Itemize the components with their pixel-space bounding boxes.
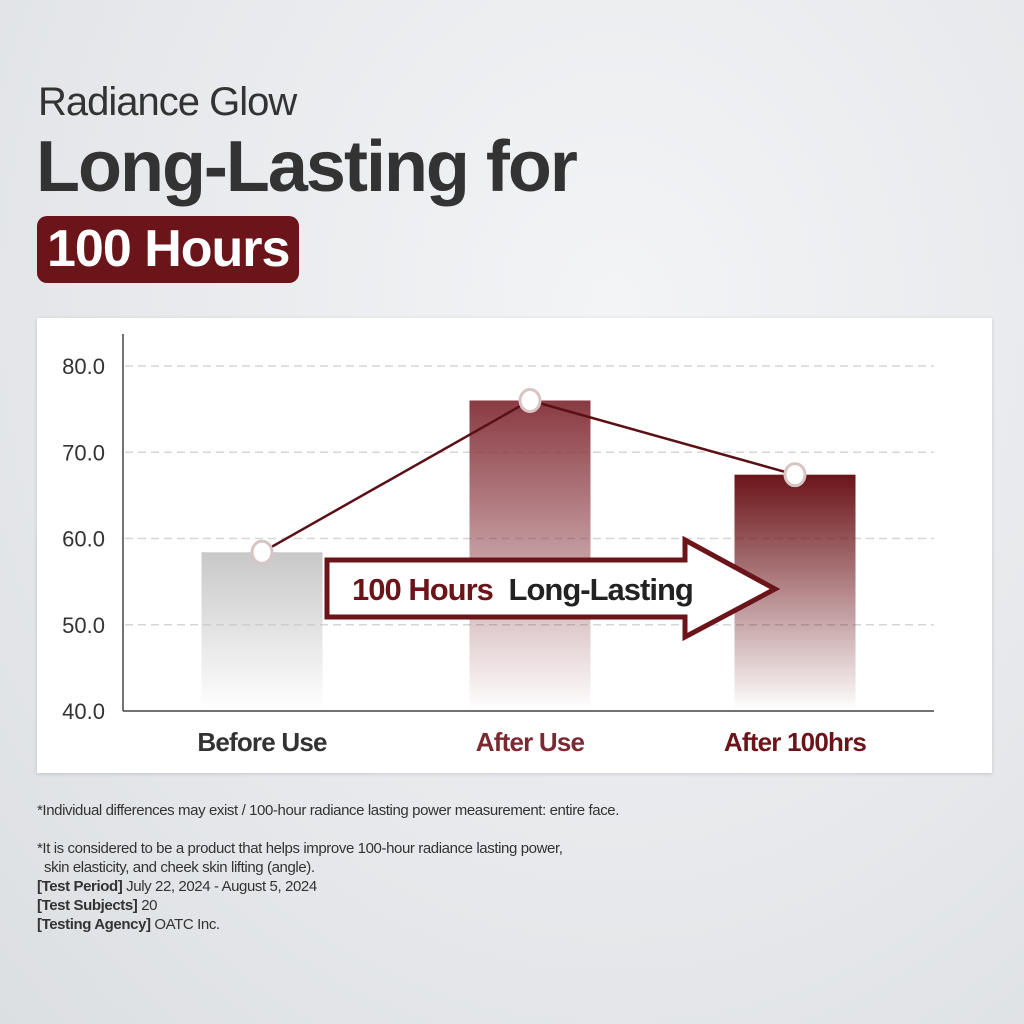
subtitle: Radiance Glow [38, 80, 297, 124]
test-period: [Test Period] July 22, 2024 - August 5, … [37, 878, 317, 895]
data-point [783, 462, 807, 488]
testing-agency: [Testing Agency] OATC Inc. [37, 916, 220, 933]
svg-text:100 Hours Long-Lasting: 100 Hours Long-Lasting [352, 572, 693, 607]
category-label: After 100hrs [724, 727, 866, 757]
y-tick-label: 60.0 [62, 527, 105, 552]
bar-0 [201, 552, 323, 711]
arrow-text: Long-Lasting [509, 572, 693, 607]
note-2: *It is considered to be a product that h… [37, 840, 563, 857]
y-tick-label: 80.0 [62, 354, 105, 379]
data-point [518, 388, 542, 413]
y-tick-label: 70.0 [62, 440, 105, 465]
long-lasting-arrow: 100 Hours Long-Lasting [324, 535, 781, 642]
hours-badge: 100 Hours [37, 216, 300, 283]
data-point [250, 539, 274, 565]
y-tick-label: 40.0 [62, 699, 105, 724]
arrow-highlight: 100 Hours [352, 572, 493, 607]
note-3: skin elasticity, and cheek skin lifting … [44, 859, 315, 876]
headline: Long-Lasting for [36, 127, 578, 207]
category-label: After Use [476, 727, 585, 757]
footnotes: *Individual differences may exist / 100-… [37, 801, 619, 934]
y-tick-label: 50.0 [62, 613, 105, 638]
test-subjects: [Test Subjects] 20 [37, 897, 158, 914]
note-1: *Individual differences may exist / 100-… [37, 802, 620, 819]
category-label: Before Use [197, 727, 327, 757]
bar-1 [469, 400, 591, 711]
